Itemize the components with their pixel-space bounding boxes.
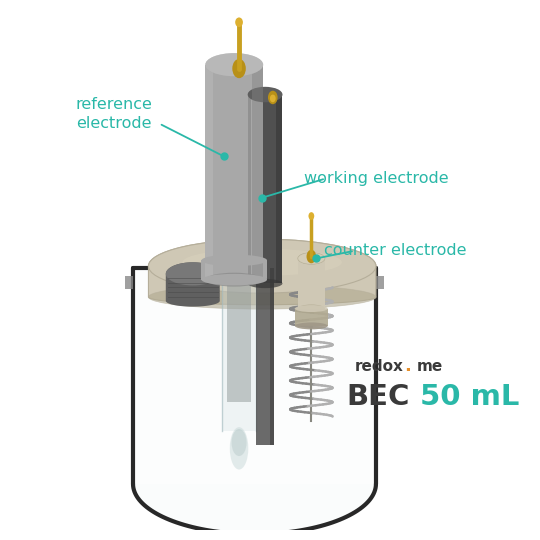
Text: reference
electrode: reference electrode <box>75 97 152 131</box>
Bar <box>205 65 213 280</box>
Text: working electrode: working electrode <box>303 171 448 186</box>
Ellipse shape <box>166 262 220 286</box>
Text: me: me <box>416 359 443 374</box>
Polygon shape <box>133 484 376 534</box>
Ellipse shape <box>232 429 247 456</box>
Ellipse shape <box>148 239 376 293</box>
Text: .: . <box>404 357 411 375</box>
Ellipse shape <box>298 253 325 264</box>
Ellipse shape <box>148 285 376 309</box>
Text: counter electrode: counter electrode <box>324 243 467 258</box>
Ellipse shape <box>201 254 267 266</box>
Ellipse shape <box>205 273 263 287</box>
Bar <box>256 268 274 445</box>
Bar <box>133 268 376 484</box>
Ellipse shape <box>205 53 263 76</box>
Ellipse shape <box>308 212 314 220</box>
Polygon shape <box>148 239 376 305</box>
Ellipse shape <box>248 87 282 102</box>
Ellipse shape <box>270 94 276 102</box>
Ellipse shape <box>298 253 325 264</box>
Bar <box>276 94 282 284</box>
Polygon shape <box>166 262 220 307</box>
Ellipse shape <box>230 427 248 470</box>
Ellipse shape <box>232 59 246 78</box>
Bar <box>205 65 263 280</box>
Ellipse shape <box>307 250 316 264</box>
Bar <box>252 65 263 280</box>
Text: redox: redox <box>355 359 404 374</box>
Bar <box>376 276 383 289</box>
Text: 50 mL: 50 mL <box>410 383 519 411</box>
Ellipse shape <box>268 91 278 104</box>
Ellipse shape <box>205 53 263 76</box>
Text: BEC: BEC <box>346 383 410 411</box>
Bar <box>201 260 267 280</box>
Bar <box>227 273 251 402</box>
Ellipse shape <box>183 249 342 276</box>
Bar <box>270 268 274 445</box>
Bar <box>125 276 133 289</box>
Ellipse shape <box>295 322 328 329</box>
Bar <box>248 94 251 284</box>
Bar <box>248 94 282 284</box>
Bar <box>295 308 328 326</box>
Bar <box>222 264 256 431</box>
Ellipse shape <box>201 274 267 286</box>
Ellipse shape <box>248 87 282 102</box>
Ellipse shape <box>248 279 282 288</box>
Ellipse shape <box>295 305 328 312</box>
Ellipse shape <box>298 305 325 313</box>
Bar <box>298 259 325 308</box>
Ellipse shape <box>235 17 243 27</box>
